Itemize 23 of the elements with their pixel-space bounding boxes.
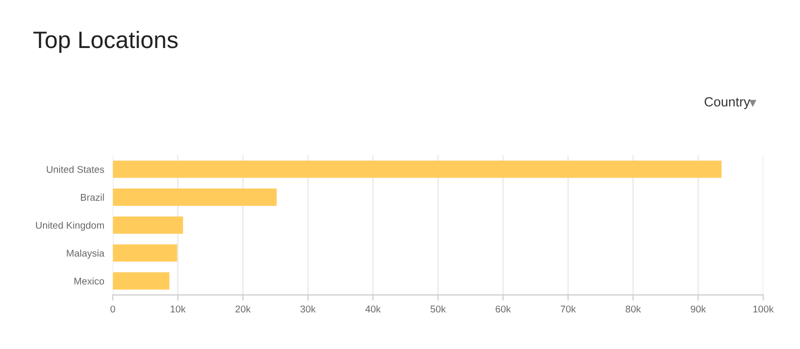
y-tick-label: Brazil xyxy=(80,194,104,201)
x-tick-label: 50k xyxy=(430,305,446,312)
x-tick-label: 0 xyxy=(110,306,116,312)
x-tick-label: 90k xyxy=(690,305,706,312)
y-tick-label: United States xyxy=(46,166,104,173)
bar xyxy=(112,188,277,206)
x-tick-label: 60k xyxy=(496,305,511,312)
x-tick-label: 100k xyxy=(753,305,774,312)
y-tick-label: Mexico xyxy=(74,277,104,285)
bar xyxy=(112,216,184,234)
x-tick-label: 80k xyxy=(626,305,641,312)
x-tick-label: 20k xyxy=(236,305,251,312)
x-tick-label: 10k xyxy=(170,305,186,312)
bar xyxy=(112,272,170,290)
bar xyxy=(112,244,178,262)
bar xyxy=(112,160,722,178)
chart-title: Top Locations xyxy=(33,30,178,53)
y-tick-label: United Kingdom xyxy=(36,222,104,231)
x-tick-label: 30k xyxy=(300,305,316,312)
x-tick-label: 40k xyxy=(365,305,381,312)
x-tick-label: 70k xyxy=(560,305,576,312)
text: Country xyxy=(704,97,750,110)
y-tick-label: Malaysia xyxy=(66,250,104,259)
